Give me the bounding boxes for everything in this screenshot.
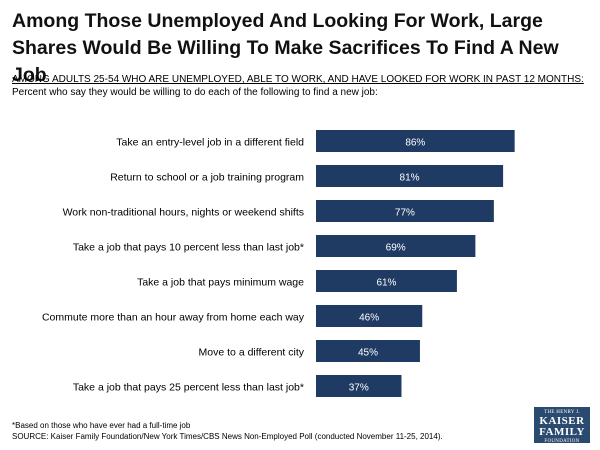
bar (316, 340, 420, 362)
subtitle-description: Percent who say they would be willing to… (12, 87, 378, 98)
bar (316, 270, 457, 292)
bar (316, 130, 515, 152)
subtitle-population: AMONG ADULTS 25-54 WHO ARE UNEMPLOYED, A… (12, 74, 584, 85)
category-label: Take a job that pays minimum wage (137, 277, 304, 289)
bar-value-label: 37% (349, 383, 369, 394)
bar-value-label: 69% (386, 243, 406, 254)
category-label: Take a job that pays 10 percent less tha… (73, 242, 304, 254)
footnote-text: *Based on those who have ever had a full… (12, 421, 191, 430)
bar (316, 375, 402, 397)
bar-value-label: 45% (358, 348, 378, 359)
category-label: Take an entry-level job in a different f… (116, 137, 304, 149)
category-label: Take a job that pays 25 percent less tha… (73, 382, 304, 394)
bar-value-label: 61% (376, 278, 396, 289)
bar-value-label: 86% (405, 138, 425, 149)
category-label: Return to school or a job training progr… (110, 172, 304, 184)
category-label: Work non-traditional hours, nights or we… (63, 207, 304, 219)
category-label: Commute more than an hour away from home… (42, 312, 305, 324)
bar (316, 305, 423, 327)
logo-line-2: KAISER (539, 415, 585, 427)
kff-logo: THE HENRY J. KAISER FAMILY FOUNDATION (534, 407, 590, 444)
bar (316, 235, 476, 257)
bar (316, 200, 494, 222)
logo-line-4: FOUNDATION (544, 439, 580, 444)
bar-value-label: 81% (400, 173, 420, 184)
chart-title: Among Those Unemployed And Looking For W… (12, 10, 559, 86)
footnotes: *Based on those who have ever had a full… (12, 420, 532, 442)
bar-chart: Take an entry-level job in a different f… (42, 130, 515, 397)
bar-value-label: 77% (395, 208, 415, 219)
bar (316, 165, 504, 187)
chart-subtitle: AMONG ADULTS 25-54 WHO ARE UNEMPLOYED, A… (12, 73, 597, 99)
logo-line-1: THE HENRY J. (544, 410, 580, 415)
logo-line-3: FAMILY (539, 426, 585, 438)
source-text: SOURCE: Kaiser Family Foundation/New Yor… (12, 432, 443, 441)
category-label: Move to a different city (199, 347, 305, 359)
bar-value-label: 46% (359, 313, 379, 324)
